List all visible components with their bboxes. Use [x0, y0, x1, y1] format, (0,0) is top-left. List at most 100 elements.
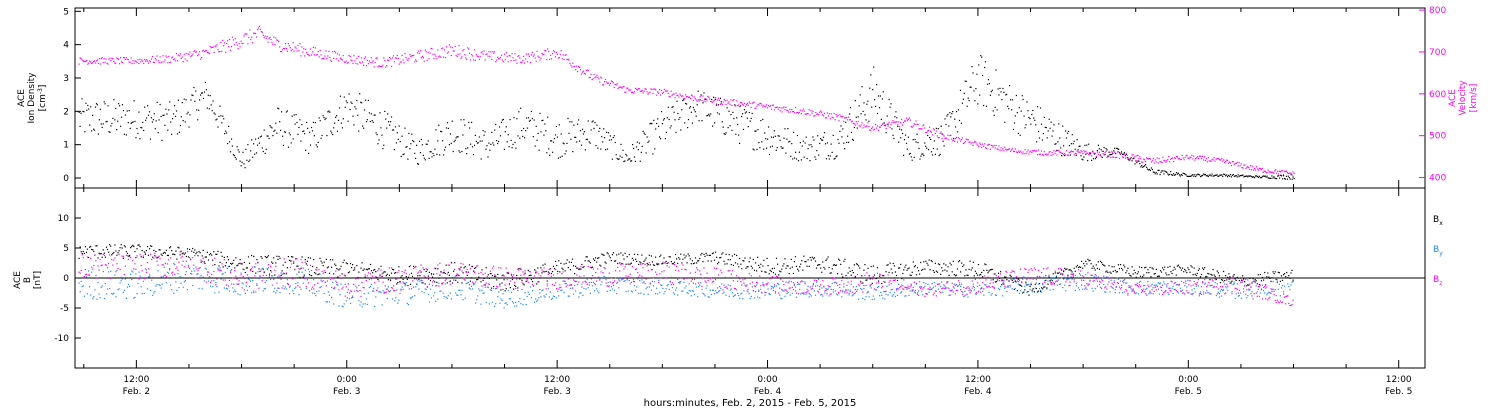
density-point — [929, 137, 931, 139]
velocity-point — [431, 48, 433, 50]
bx-point — [774, 273, 777, 275]
velocity-point — [675, 92, 677, 94]
velocity-point — [863, 124, 865, 126]
bx-point — [1165, 272, 1167, 274]
bx-point — [166, 254, 169, 256]
density-point — [349, 109, 351, 111]
by-point — [671, 287, 673, 289]
by-point — [447, 295, 449, 297]
density-point — [861, 86, 863, 88]
density-point — [370, 113, 372, 115]
by-point — [560, 289, 562, 291]
by-point — [1051, 277, 1053, 280]
velocity-point — [568, 59, 570, 61]
by-point — [1212, 287, 1214, 289]
by-point — [690, 295, 692, 297]
density-point — [584, 149, 586, 151]
by-point — [771, 286, 773, 288]
by-point — [400, 288, 402, 290]
bx-point — [870, 265, 872, 268]
density-point — [907, 136, 909, 138]
by-point — [158, 284, 160, 286]
bx-point — [592, 258, 595, 260]
density-point — [389, 124, 391, 126]
by-point — [522, 304, 524, 306]
density-point — [748, 111, 750, 114]
by-point — [410, 297, 413, 299]
velocity-point — [348, 55, 350, 57]
density-point — [691, 122, 693, 124]
bx-point — [1234, 278, 1236, 280]
density-point — [905, 142, 908, 144]
by-point — [548, 296, 550, 298]
by-point — [81, 286, 83, 288]
by-point — [360, 301, 362, 303]
velocity-point — [1003, 150, 1005, 152]
density-point — [926, 147, 928, 149]
density-point — [789, 140, 791, 142]
by-point — [429, 288, 432, 290]
velocity-point — [812, 110, 814, 112]
density-point — [368, 112, 370, 114]
by-point — [1054, 281, 1056, 283]
bx-point — [808, 265, 810, 267]
velocity-point — [843, 120, 845, 122]
density-point — [106, 120, 108, 123]
by-point — [858, 298, 860, 300]
by-point — [812, 284, 814, 286]
by-point — [214, 292, 216, 294]
velocity-point — [402, 59, 404, 61]
velocity-point — [1119, 153, 1122, 155]
by-point — [979, 284, 981, 286]
velocity-point — [976, 143, 978, 145]
velocity-point — [1132, 154, 1134, 156]
velocity-point — [897, 124, 899, 126]
density-point — [1167, 173, 1169, 175]
bx-point — [1281, 279, 1284, 281]
velocity-point — [1267, 169, 1269, 171]
by-point — [724, 286, 726, 288]
density-point — [529, 119, 531, 121]
bx-point — [1022, 292, 1024, 294]
bx-point — [662, 262, 664, 265]
bx-point — [675, 253, 677, 256]
bx-point — [222, 266, 224, 268]
bx-point — [1258, 284, 1260, 286]
velocity-point — [1098, 151, 1100, 153]
by-point — [741, 292, 743, 294]
density-point — [174, 115, 177, 117]
by-point — [364, 303, 366, 305]
velocity-point — [698, 100, 700, 102]
velocity-point — [309, 55, 311, 57]
velocity-point — [580, 73, 583, 75]
velocity-point — [222, 39, 224, 41]
by-point — [95, 274, 97, 277]
by-point — [1172, 285, 1174, 287]
bx-point — [1191, 266, 1193, 268]
bz-point — [146, 262, 149, 264]
by-point — [736, 289, 738, 291]
velocity-point — [714, 97, 717, 99]
bz-point — [177, 269, 179, 271]
density-point — [345, 100, 347, 102]
bx-point — [1123, 264, 1125, 266]
by-point — [457, 294, 459, 296]
velocity-point — [373, 66, 375, 68]
bx-point — [242, 268, 244, 270]
density-point — [185, 99, 187, 101]
bx-point — [659, 255, 661, 258]
velocity-point — [1270, 171, 1272, 174]
density-point — [895, 111, 897, 113]
by-point — [461, 289, 463, 291]
bx-point — [1207, 272, 1209, 275]
bx-point — [270, 270, 272, 272]
bx-point — [1173, 266, 1175, 268]
bx-point — [392, 268, 394, 270]
density-point — [556, 136, 558, 138]
velocity-point — [1064, 153, 1066, 155]
bx-point — [1229, 276, 1231, 278]
density-point — [750, 117, 752, 119]
density-point — [319, 120, 321, 122]
by-point — [592, 281, 595, 283]
bx-point — [230, 262, 232, 264]
